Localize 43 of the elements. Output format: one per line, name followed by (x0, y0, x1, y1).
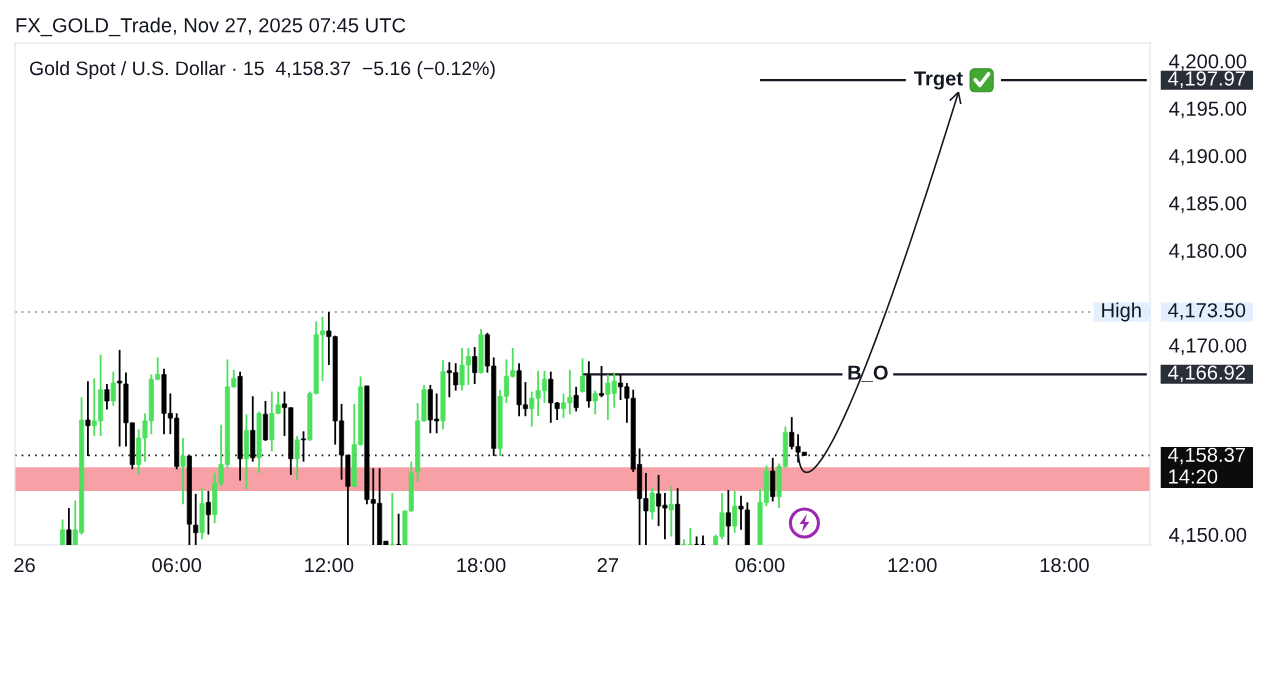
candlestick (725, 489, 731, 545)
x-tick-label: 26 (14, 558, 35, 573)
x-tick-label: 06:00 (735, 558, 785, 573)
text: 4,173.50 (1168, 303, 1246, 320)
y-tick-label: 4,185.00 (1169, 196, 1247, 213)
ref-line-label: High (1102, 302, 1141, 322)
y-tick-label: 4,190.00 (1169, 148, 1247, 166)
candlestick (579, 357, 586, 394)
candlestick (732, 490, 738, 534)
candlestick (104, 383, 110, 411)
candlestick (573, 385, 579, 413)
candlestick (668, 485, 674, 538)
y-tick-label: 4,180.00 (1169, 243, 1247, 261)
candlestick (66, 507, 72, 545)
candlestick (395, 512, 402, 545)
candlestick (649, 487, 655, 521)
data-label: 4,197.97 (1168, 71, 1245, 89)
y-tick-label: 4,150.00 (1169, 527, 1247, 545)
x-tick-label: 06:00 (152, 558, 202, 573)
x-tick-label: 12:00 (305, 558, 354, 573)
x-tick-label: 27 (597, 558, 619, 573)
data-label: 4,166.92 (1168, 365, 1245, 383)
candlestick (205, 490, 211, 536)
candlestick (294, 435, 300, 481)
y-tick-label: 4,200.00 (1169, 54, 1247, 71)
series-label: Trget (914, 71, 963, 90)
text: Gold Spot / U.S. Dollar · 15 4,158.37 −5.16 (−0.12%) (29, 60, 495, 80)
candlestick (60, 518, 66, 545)
candlestick (599, 365, 605, 399)
y-tick-label: 4,195.00 (1169, 101, 1247, 119)
candlestick (301, 430, 307, 463)
candlestick (110, 370, 116, 407)
x-tick-label: 18:00 (1040, 558, 1089, 573)
y-tick-label: 4,170.00 (1169, 338, 1247, 356)
text: 4,158.37 14:20 (1168, 447, 1245, 484)
candlestick (592, 389, 598, 416)
candlestick (693, 535, 700, 545)
chart-title: FX_GOLD_Trade, Nov 27, 2025 07:45 UTC (16, 17, 406, 37)
x-tick-label: 18:00 (457, 558, 506, 573)
x-tick-label: 12:00 (888, 558, 937, 573)
candlestick (472, 346, 478, 385)
candlestick (85, 380, 91, 457)
candlestick (180, 437, 186, 506)
